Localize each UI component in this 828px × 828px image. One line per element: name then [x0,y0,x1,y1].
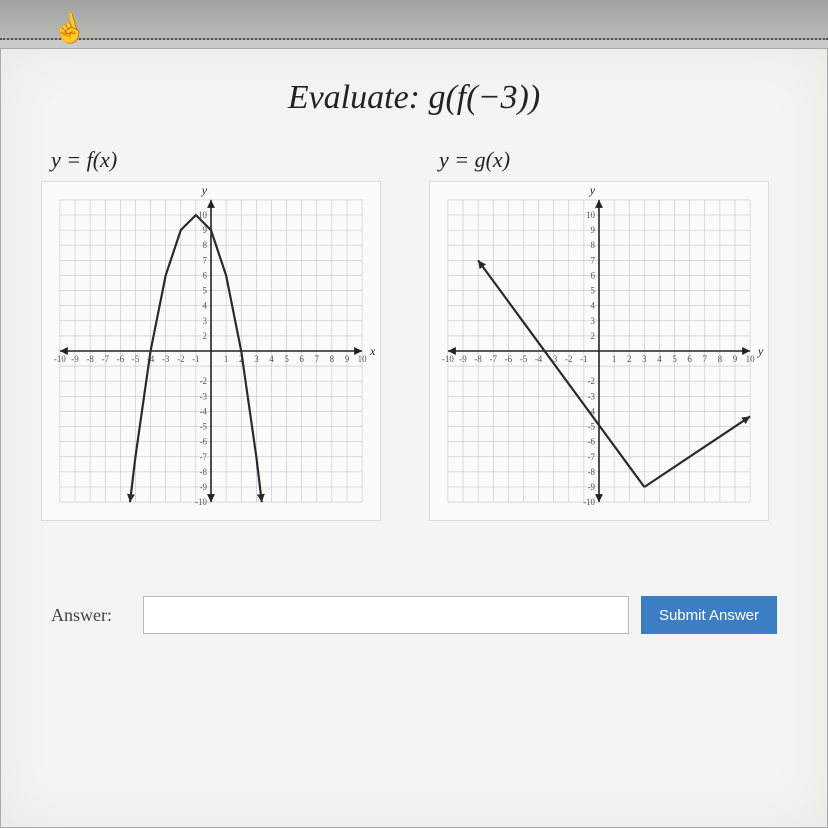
svg-text:-10: -10 [442,354,454,364]
svg-text:7: 7 [703,354,708,364]
svg-text:y: y [757,344,764,358]
graph-g-label: y = g(x) [439,147,787,173]
svg-text:2: 2 [591,331,595,341]
svg-text:3: 3 [591,316,596,326]
svg-text:-5: -5 [520,354,528,364]
browser-chrome-edge [0,0,828,40]
svg-text:8: 8 [591,240,596,250]
svg-text:-10: -10 [54,354,66,364]
svg-text:3: 3 [254,354,259,364]
svg-text:-9: -9 [200,482,208,492]
svg-text:-10: -10 [195,497,207,507]
svg-text:-2: -2 [177,354,184,364]
svg-text:-9: -9 [588,482,596,492]
svg-text:-5: -5 [200,422,208,432]
svg-text:-7: -7 [200,452,208,462]
svg-text:-1: -1 [192,354,199,364]
svg-text:10: 10 [358,354,367,364]
svg-text:7: 7 [315,354,320,364]
svg-text:6: 6 [203,270,208,280]
svg-text:-4: -4 [200,406,208,416]
svg-text:2: 2 [627,354,631,364]
svg-text:9: 9 [591,225,596,235]
svg-text:5: 5 [672,354,677,364]
svg-text:6: 6 [299,354,304,364]
graph-f-label: y = f(x) [51,147,399,173]
svg-text:9: 9 [345,354,350,364]
svg-text:9: 9 [733,354,738,364]
svg-text:-4: -4 [535,354,543,364]
svg-text:-7: -7 [588,452,596,462]
answer-label: Answer: [51,605,131,626]
svg-text:-3: -3 [162,354,170,364]
svg-text:x: x [369,344,376,358]
svg-text:-7: -7 [101,354,109,364]
graph-g-block: y = g(x) -10-9-8-7-6-5-4-3-2-11234567891… [429,147,787,526]
svg-text:-8: -8 [588,467,596,477]
svg-text:7: 7 [591,255,596,265]
worksheet-panel: Evaluate: g(f(−3)) y = f(x) -10-9-8-7-6-… [0,48,828,828]
svg-text:-5: -5 [132,354,140,364]
svg-text:5: 5 [284,354,289,364]
graph-f-canvas: -10-9-8-7-6-5-4-3-2-112345678910-10-9-8-… [41,181,381,521]
graph-g-canvas: -10-9-8-7-6-5-4-3-2-112345678910-10-9-8-… [429,181,769,521]
svg-text:8: 8 [330,354,335,364]
svg-text:1: 1 [612,354,616,364]
svg-text:-6: -6 [117,354,125,364]
svg-text:8: 8 [203,240,208,250]
svg-text:2: 2 [203,331,207,341]
svg-text:-1: -1 [580,354,587,364]
svg-text:-6: -6 [588,437,596,447]
svg-text:-9: -9 [71,354,79,364]
graphs-row: y = f(x) -10-9-8-7-6-5-4-3-2-11234567891… [41,147,787,526]
svg-text:-3: -3 [588,391,596,401]
svg-text:-2: -2 [588,376,595,386]
submit-answer-button[interactable]: Submit Answer [641,596,777,634]
graph-f-block: y = f(x) -10-9-8-7-6-5-4-3-2-11234567891… [41,147,399,526]
svg-text:-8: -8 [474,354,482,364]
svg-text:-3: -3 [200,391,208,401]
svg-text:4: 4 [203,301,208,311]
svg-text:4: 4 [269,354,274,364]
svg-text:4: 4 [591,301,596,311]
question-title: Evaluate: g(f(−3)) [41,79,787,117]
title-prefix: Evaluate: [288,79,429,116]
svg-text:10: 10 [586,210,595,220]
svg-text:y: y [201,183,208,197]
svg-text:-8: -8 [86,354,94,364]
svg-text:5: 5 [591,286,596,296]
answer-row: Answer: Submit Answer [41,596,787,634]
svg-text:-10: -10 [583,497,595,507]
svg-text:-7: -7 [489,354,497,364]
svg-text:1: 1 [224,354,228,364]
svg-text:6: 6 [591,270,596,280]
svg-text:8: 8 [718,354,723,364]
svg-text:3: 3 [203,316,208,326]
svg-text:-5: -5 [588,422,596,432]
svg-text:6: 6 [687,354,692,364]
svg-text:-8: -8 [200,467,208,477]
svg-text:-9: -9 [459,354,467,364]
svg-text:5: 5 [203,286,208,296]
svg-text:-2: -2 [200,376,207,386]
svg-text:-6: -6 [200,437,208,447]
svg-text:-2: -2 [565,354,572,364]
svg-text:10: 10 [746,354,755,364]
svg-text:4: 4 [657,354,662,364]
svg-text:7: 7 [203,255,208,265]
svg-text:-6: -6 [505,354,513,364]
title-expression: g(f(−3)) [428,79,540,116]
svg-text:3: 3 [642,354,647,364]
answer-input[interactable] [143,596,629,634]
svg-text:y: y [589,183,596,197]
